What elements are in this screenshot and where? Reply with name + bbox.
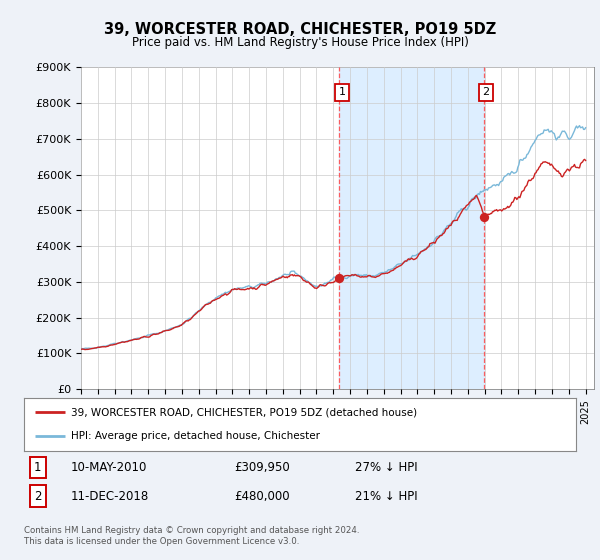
Point [335,274,344,283]
Text: 10-MAY-2010: 10-MAY-2010 [71,461,147,474]
Text: 2: 2 [482,87,490,97]
Text: 27% ↓ HPI: 27% ↓ HPI [355,461,418,474]
Text: 1: 1 [34,461,41,474]
Text: HPI: Average price, detached house, Chichester: HPI: Average price, detached house, Chic… [71,431,320,441]
Text: Contains HM Land Registry data © Crown copyright and database right 2024.
This d: Contains HM Land Registry data © Crown c… [24,526,359,546]
Text: 21% ↓ HPI: 21% ↓ HPI [355,489,418,503]
Bar [340,67,484,389]
Text: 39, WORCESTER ROAD, CHICHESTER, PO19 5DZ (detached house): 39, WORCESTER ROAD, CHICHESTER, PO19 5DZ… [71,408,417,418]
Text: 1: 1 [338,87,346,97]
Text: 11-DEC-2018: 11-DEC-2018 [71,489,149,503]
Text: Price paid vs. HM Land Registry's House Price Index (HPI): Price paid vs. HM Land Registry's House … [131,36,469,49]
Text: 39, WORCESTER ROAD, CHICHESTER, PO19 5DZ: 39, WORCESTER ROAD, CHICHESTER, PO19 5DZ [104,22,496,38]
Point [479,213,488,222]
Text: £480,000: £480,000 [234,489,289,503]
Text: 2: 2 [34,489,41,503]
Text: £309,950: £309,950 [234,461,290,474]
